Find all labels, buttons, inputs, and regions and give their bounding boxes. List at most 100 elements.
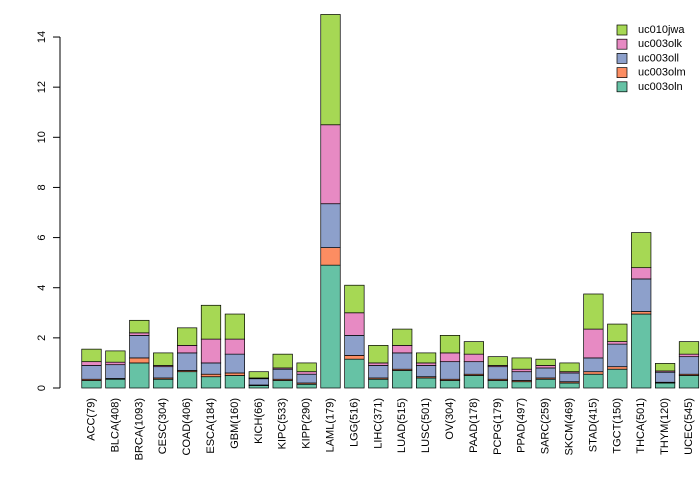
- bar-uc003olk-0: [81, 361, 102, 366]
- x-tick-label: PPAD(497): [516, 398, 528, 453]
- bar-uc010jwa-17: [487, 356, 508, 366]
- bar-uc003olm-5: [200, 373, 222, 378]
- legend-swatch-uc003olk: [616, 38, 628, 50]
- legend-label-uc010jwa: uc010jwa: [638, 24, 685, 36]
- bar-uc003olk-1: [105, 361, 126, 366]
- bar-uc003oln-20: [559, 382, 580, 389]
- bar-uc003olk-15: [439, 352, 461, 363]
- bar-uc003oln-15: [439, 380, 461, 389]
- bar-uc003oln-18: [511, 381, 532, 389]
- x-tick-label: THYM(120): [659, 398, 671, 455]
- bar-uc010jwa-12: [368, 345, 389, 364]
- bar-uc003oln-2: [129, 362, 150, 389]
- bars: [81, 14, 700, 389]
- bar-uc003oll-24: [654, 371, 676, 383]
- bar-uc003oln-16: [463, 375, 484, 389]
- bar-uc010jwa-18: [511, 357, 532, 370]
- bar-uc003olk-13: [392, 345, 413, 354]
- bar-uc003olk-10: [320, 124, 341, 205]
- x-tick-label: LUAD(515): [396, 398, 408, 453]
- bar-uc003olm-6: [224, 372, 245, 376]
- bar-uc010jwa-22: [607, 323, 628, 342]
- bar-uc003oln-8: [272, 380, 293, 389]
- x-axis: ACC(79) BLCA(408) BRCA(1093) CESC(304) COAD(…: [86, 398, 696, 460]
- bar-uc003olk-11: [344, 312, 365, 336]
- x-tick-label: KIPC(533): [277, 398, 289, 449]
- bar-uc010jwa-9: [296, 362, 317, 373]
- bar-uc003oln-13: [392, 370, 413, 389]
- bar-uc003oll-4: [177, 352, 198, 371]
- bar-uc003oll-23: [631, 278, 652, 312]
- bar-uc003oll-13: [392, 352, 413, 370]
- bar-uc010jwa-23: [631, 232, 652, 269]
- bar-uc003oln-24: [654, 382, 676, 389]
- bar-uc003olk-23: [631, 267, 652, 280]
- bar-uc003oll-0: [81, 365, 102, 380]
- bar-uc010jwa-25: [678, 341, 700, 355]
- y-tick-label: 0: [36, 385, 48, 391]
- x-tick-label: PCPG(179): [492, 398, 504, 455]
- x-tick-label: BRCA(1093): [133, 398, 145, 460]
- bar-uc003olm-2: [129, 357, 150, 364]
- bar-uc003oll-7: [248, 378, 269, 386]
- bar-uc003oln-17: [487, 380, 508, 389]
- legend-swatch-uc003oll: [616, 53, 628, 64]
- bar-uc010jwa-2: [129, 319, 150, 334]
- x-tick-label: THCA(501): [635, 398, 647, 454]
- x-tick-label: KICH(66): [253, 398, 265, 444]
- bar-uc003oln-25: [678, 375, 700, 389]
- legend-label-uc003oll: uc003oll: [638, 52, 679, 64]
- bar-uc010jwa-24: [654, 363, 676, 372]
- bar-uc003oln-23: [631, 313, 652, 389]
- bar-uc003oll-8: [272, 368, 293, 380]
- bar-uc003oln-6: [224, 375, 245, 389]
- y-tick-label: 14: [36, 31, 48, 43]
- bar-uc003olm-11: [344, 355, 365, 360]
- x-tick-label: LGG(516): [348, 398, 360, 447]
- bar-uc010jwa-4: [177, 327, 198, 346]
- bar-uc003olk-21: [583, 328, 604, 359]
- bar-uc003oln-5: [200, 376, 222, 389]
- bar-uc003olk-12: [368, 362, 389, 366]
- y-tick-label: 10: [36, 131, 48, 143]
- bar-uc003oll-6: [224, 353, 245, 374]
- bar-uc010jwa-16: [463, 341, 484, 355]
- bar-uc003oln-21: [583, 373, 604, 389]
- legend-swatch-uc010jwa: [616, 24, 628, 36]
- bar-uc003olk-9: [296, 371, 317, 375]
- bar-uc010jwa-19: [535, 358, 556, 366]
- bar-uc003oln-12: [368, 378, 389, 389]
- bar-uc003oll-10: [320, 203, 341, 248]
- bar-uc003oll-2: [129, 335, 150, 359]
- x-tick-label: BLCA(408): [109, 398, 121, 452]
- x-tick-label: OV(304): [444, 398, 456, 440]
- x-tick-label: TGCT(150): [611, 398, 623, 454]
- y-tick-label: 8: [36, 184, 48, 190]
- bar-uc003olk-18: [511, 368, 532, 373]
- bar-uc003olk-25: [678, 353, 700, 358]
- bar-uc003oln-7: [248, 385, 269, 389]
- x-tick-label: STAD(415): [587, 398, 599, 452]
- bar-uc003oll-16: [463, 361, 484, 375]
- bar-uc003oln-9: [296, 383, 317, 389]
- bar-uc003oll-22: [607, 343, 628, 368]
- bar-uc010jwa-20: [559, 362, 580, 373]
- bar-uc003oll-3: [153, 366, 174, 379]
- bar-uc010jwa-0: [81, 348, 102, 363]
- x-tick-label: ESCA(184): [205, 398, 217, 454]
- bar-uc003oll-14: [416, 365, 437, 378]
- y-tick-label: 12: [36, 81, 48, 93]
- x-tick-label: KIPP(290): [301, 398, 313, 449]
- bar-uc010jwa-3: [153, 352, 174, 366]
- bar-uc003oll-21: [583, 357, 604, 373]
- bar-uc003olk-19: [535, 365, 556, 369]
- bar-uc003olm-21: [583, 371, 604, 375]
- legend-label-uc003olm: uc003olm: [638, 67, 686, 79]
- bar-uc003olk-22: [607, 341, 628, 345]
- bar-uc010jwa-13: [392, 328, 413, 346]
- bar-uc003oll-17: [487, 366, 508, 380]
- x-tick-label: LAML(179): [325, 398, 337, 452]
- bar-uc003oll-11: [344, 335, 365, 356]
- x-tick-label: ACC(79): [86, 398, 98, 441]
- bar-uc010jwa-5: [200, 304, 222, 340]
